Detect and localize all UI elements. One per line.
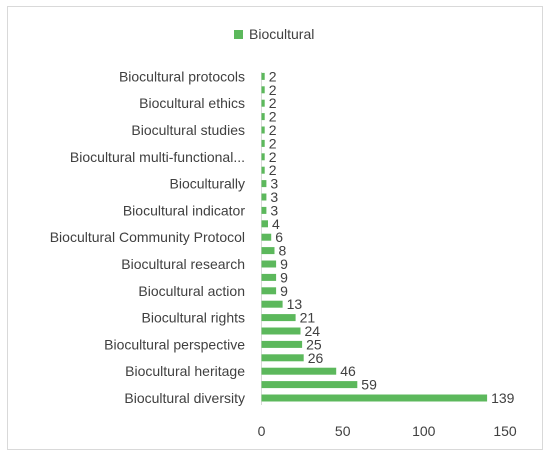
value-label-15: 3 [270,189,278,205]
category-label-0: Biocultural diversity [124,390,245,406]
bar-4 [261,340,303,348]
x-tick-label-1: 50 [335,423,351,439]
bar-8 [261,287,277,295]
bar-22 [261,99,265,107]
value-label-4: 25 [306,336,322,352]
value-label-21: 2 [269,109,277,125]
x-axis-ticks: 0 50 100 150 [258,423,517,439]
value-label-18: 2 [269,149,277,165]
value-label-6: 21 [300,310,316,326]
category-label-4: Biocultural perspective [104,336,245,352]
bar-3 [261,354,304,362]
bars [261,72,488,402]
bar-9 [261,273,277,281]
legend-swatch [234,30,243,39]
bar-24 [261,72,265,80]
value-label-14: 3 [270,202,278,218]
bar-14 [261,206,267,214]
bar-6 [261,314,296,322]
bar-1 [261,381,358,389]
value-label-10: 9 [280,256,288,272]
x-tick-label-0: 0 [258,423,266,439]
bar-10 [261,260,277,268]
value-label-0: 139 [491,390,515,406]
value-label-24: 2 [269,68,277,84]
category-label-8: Biocultural action [138,283,245,299]
value-label-2: 46 [340,363,356,379]
category-label-10: Biocultural research [121,256,245,272]
category-label-24: Biocultural protocols [119,68,245,84]
value-label-12: 6 [275,229,283,245]
bar-21 [261,113,265,121]
value-label-5: 24 [305,323,321,339]
value-label-7: 13 [287,296,303,312]
bar-2 [261,367,337,375]
value-label-23: 2 [269,82,277,98]
category-labels: Biocultural diversity Biocultural heritag… [50,68,246,406]
bar-20 [261,126,265,134]
bar-0 [261,394,488,402]
bar-13 [261,220,268,228]
value-label-1: 59 [361,377,377,393]
value-label-19: 2 [269,135,277,151]
bar-15 [261,193,267,201]
bar-17 [261,166,265,174]
value-label-8: 9 [280,283,288,299]
category-label-12: Biocultural Community Protocol [50,229,245,245]
category-label-22: Biocultural ethics [139,95,245,111]
bar-11 [261,247,275,255]
x-tick-label-3: 150 [493,423,517,439]
value-label-16: 3 [270,176,278,192]
legend-label: Biocultural [249,26,314,42]
bar-7 [261,300,283,308]
value-label-11: 8 [279,243,287,259]
value-label-3: 26 [308,350,324,366]
value-label-9: 9 [280,269,288,285]
value-label-13: 4 [272,216,280,232]
category-label-2: Biocultural heritage [125,363,245,379]
bar-5 [261,327,301,335]
category-label-6: Biocultural rights [142,310,246,326]
value-label-22: 2 [269,95,277,111]
value-label-17: 2 [269,162,277,178]
legend: Biocultural [234,26,314,42]
bar-23 [261,86,265,94]
category-label-20: Biocultural studies [131,122,245,138]
bar-19 [261,139,265,147]
category-label-18: Biocultural multi-functional... [70,149,245,165]
category-label-16: Bioculturally [170,176,245,192]
x-tick-label-2: 100 [412,423,436,439]
value-label-20: 2 [269,122,277,138]
category-label-14: Biocultural indicator [123,202,246,218]
bar-18 [261,153,265,161]
bar-12 [261,233,272,241]
bar-16 [261,180,267,188]
chart-frame [7,6,543,450]
